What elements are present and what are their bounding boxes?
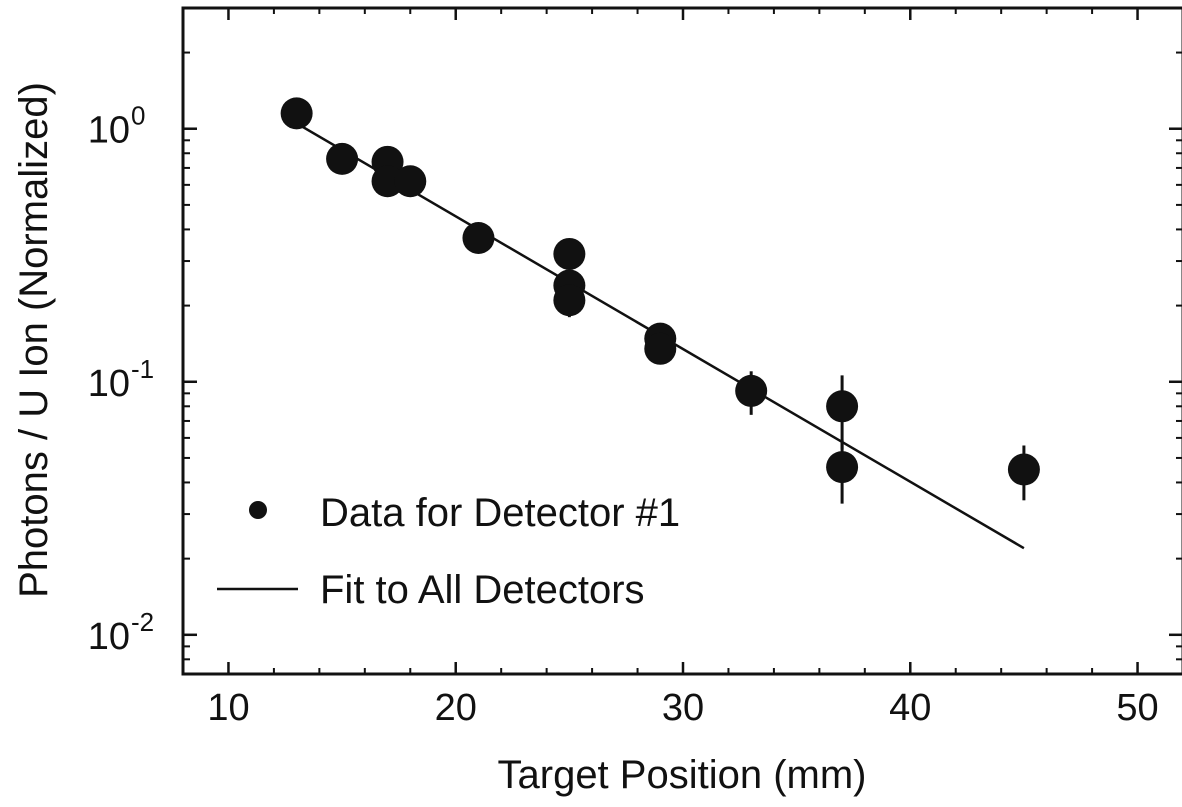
y-tick-exponent: 0 bbox=[131, 101, 145, 131]
x-axis-ticks: 10 20 30 40 50 bbox=[182, 8, 1159, 729]
x-tick-label: 20 bbox=[435, 687, 477, 729]
y-tick-label: 10 bbox=[88, 616, 130, 658]
y-tick-label: 10 bbox=[88, 363, 130, 405]
x-tick-label: 30 bbox=[662, 687, 704, 729]
data-point bbox=[826, 451, 859, 484]
data-point bbox=[1007, 453, 1040, 486]
x-tick-label: 50 bbox=[1116, 687, 1158, 729]
data-point bbox=[394, 165, 427, 198]
data-point bbox=[326, 142, 359, 175]
data-point bbox=[462, 221, 495, 254]
data-point bbox=[553, 284, 586, 317]
x-tick-label: 40 bbox=[889, 687, 931, 729]
y-axis-title: Photons / U Ion (Normalized) bbox=[12, 82, 56, 598]
legend-marker-data bbox=[249, 501, 267, 519]
legend-label-fit: Fit to All Detectors bbox=[320, 568, 645, 612]
legend: Data for Detector #1 Fit to All Detector… bbox=[217, 491, 680, 612]
data-point bbox=[553, 237, 586, 270]
data-point bbox=[371, 165, 404, 198]
y-tick-label: 10 bbox=[88, 110, 130, 152]
data-point bbox=[735, 374, 768, 407]
data-point bbox=[644, 332, 677, 365]
legend-label-data: Data for Detector #1 bbox=[320, 491, 680, 535]
y-tick-exponent: -1 bbox=[131, 354, 154, 384]
x-axis-title: Target Position (mm) bbox=[498, 753, 867, 797]
x-tick-label: 10 bbox=[207, 687, 249, 729]
data-point bbox=[280, 97, 313, 130]
y-tick-exponent: -2 bbox=[131, 607, 154, 637]
data-point bbox=[826, 390, 859, 423]
data-points-layer bbox=[280, 97, 1040, 504]
